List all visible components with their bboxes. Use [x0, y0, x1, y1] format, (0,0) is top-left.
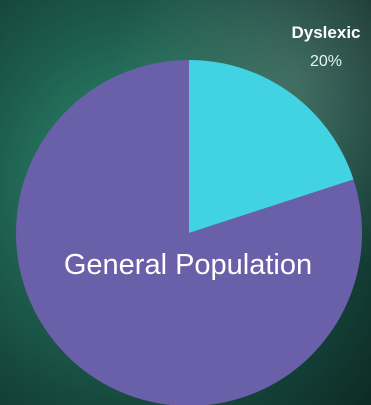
slice-label-dyslexic: Dyslexic — [292, 23, 361, 42]
pie-slice-dyslexic — [189, 60, 354, 233]
slice-label-general-population: General Population — [64, 249, 312, 281]
slice-value-dyslexic: 20% — [310, 53, 342, 70]
pie-slice-general-population — [16, 60, 363, 405]
